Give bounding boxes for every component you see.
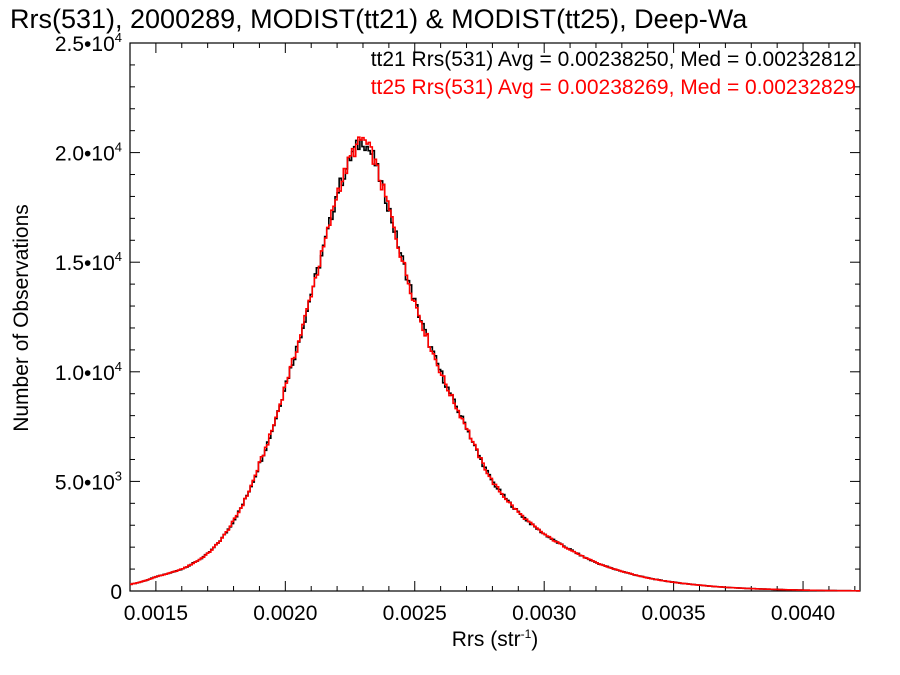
y-tick-mantissa: 1.5•10 [55, 252, 115, 275]
x-axis-label-main: Rrs (str [451, 628, 521, 651]
x-tick-label: 0.0015 [124, 602, 188, 625]
y-tick-label: 1.5•104 [55, 249, 122, 275]
x-tick-label: 0.0025 [383, 602, 447, 625]
y-tick-mantissa: 2.0•10 [55, 143, 115, 166]
y-tick-mantissa: 2.5•10 [55, 33, 115, 56]
y-tick-exponent: 4 [115, 30, 122, 45]
y-tick-exponent: 3 [115, 468, 122, 483]
x-axis-label-end: ) [531, 628, 539, 651]
y-tick-mantissa: 5.0•10 [55, 471, 115, 494]
y-tick-label: 5.0•103 [55, 468, 122, 494]
histogram-series-1 [130, 136, 860, 592]
annotation-tt25: tt25 Rrs(531) Avg = 0.00238269, Med = 0.… [370, 76, 856, 99]
y-tick-label: 1.0•104 [55, 359, 122, 385]
x-tick-label: 0.0020 [253, 602, 317, 625]
x-tick-label: 0.0035 [641, 602, 705, 625]
y-tick-exponent: 4 [115, 359, 122, 374]
plot-frame [129, 42, 861, 592]
x-tick-label: 0.0040 [771, 602, 835, 625]
y-tick-label: 0 [110, 581, 122, 604]
x-axis-label-exponent: -1 [520, 627, 532, 641]
histogram-series-0 [130, 139, 860, 592]
x-tick-label: 0.0030 [512, 602, 576, 625]
x-axis-label: Rrs (str-1) [452, 627, 539, 652]
y-tick-exponent: 4 [115, 140, 122, 155]
y-tick-label: 2.5•104 [55, 30, 122, 56]
y-tick-mantissa: 1.0•10 [55, 362, 115, 385]
y-tick-exponent: 4 [115, 249, 122, 264]
y-tick-label: 2.0•104 [55, 140, 122, 166]
chart-title: Rrs(531), 2000289, MODIST(tt21) & MODIST… [10, 4, 748, 34]
annotation-tt21: tt21 Rrs(531) Avg = 0.00238250, Med = 0.… [370, 48, 856, 71]
